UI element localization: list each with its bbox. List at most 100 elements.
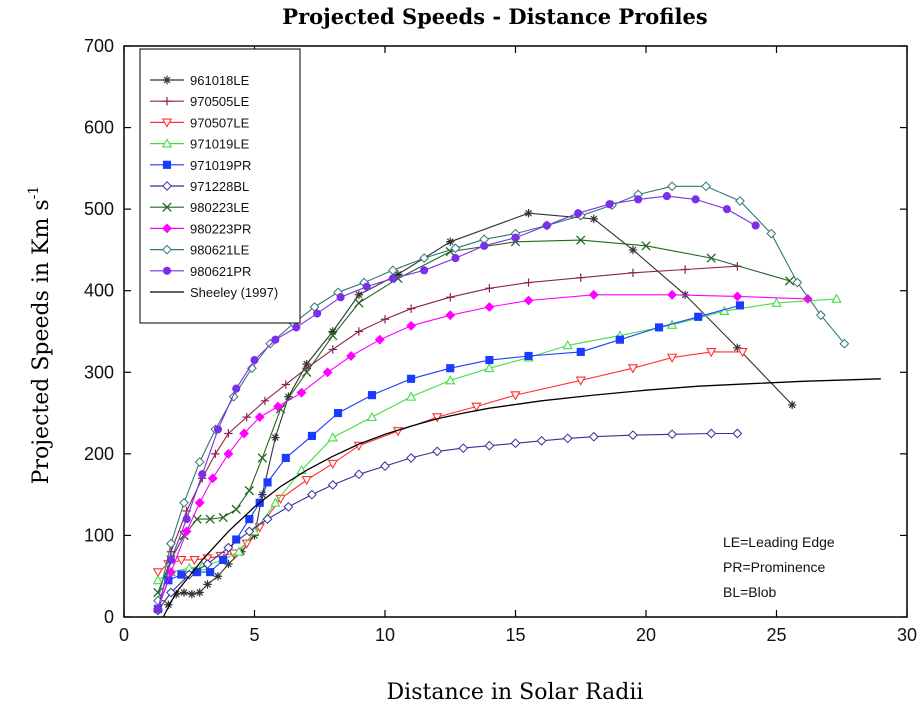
- data-point: [628, 268, 638, 277]
- data-point: [270, 497, 281, 507]
- data-point: [666, 353, 678, 363]
- abbreviation-note: LE=Leading Edge: [723, 534, 835, 550]
- data-point: [162, 160, 172, 169]
- data-point: [262, 514, 273, 525]
- legend-label: 980223LE: [190, 200, 250, 215]
- data-point: [419, 253, 430, 263]
- data-point: [524, 209, 533, 218]
- data-point: [271, 433, 280, 442]
- data-point: [166, 555, 176, 564]
- data-point: [445, 310, 456, 321]
- x-tick-label: 5: [249, 625, 259, 645]
- data-point: [292, 323, 301, 332]
- data-point: [771, 297, 782, 307]
- data-point: [627, 364, 639, 374]
- data-point: [195, 588, 204, 597]
- series-980223pr: [153, 289, 813, 614]
- data-point: [273, 401, 283, 412]
- series-line: [157, 185, 845, 601]
- data-point: [254, 412, 265, 423]
- data-point: [667, 181, 678, 192]
- data-point: [432, 446, 443, 457]
- data-point: [250, 531, 259, 540]
- x-tick-label: 0: [119, 625, 129, 645]
- data-point: [162, 75, 172, 85]
- data-point: [328, 327, 337, 336]
- data-point: [362, 282, 371, 291]
- y-tick-label: 300: [84, 362, 114, 382]
- data-point: [353, 441, 365, 452]
- data-point: [471, 402, 482, 412]
- data-point: [605, 200, 614, 209]
- data-point: [233, 546, 244, 556]
- data-point: [485, 355, 494, 365]
- data-point: [218, 512, 228, 523]
- data-point: [161, 138, 173, 148]
- data-point: [205, 514, 215, 524]
- data-point: [524, 351, 533, 361]
- x-tick-label: 10: [375, 625, 395, 645]
- x-axis: 0 5 10 15 20 25 30: [119, 46, 917, 645]
- data-point: [706, 347, 717, 358]
- data-point: [354, 298, 364, 308]
- y-tick-label: 100: [84, 525, 114, 545]
- legend-item: 980223PR: [150, 221, 251, 236]
- data-point: [445, 375, 456, 385]
- x-tick-label: 30: [897, 625, 917, 645]
- legend-item: 980621PR: [150, 264, 251, 279]
- data-point: [787, 400, 797, 410]
- data-point: [484, 362, 495, 373]
- data-point: [213, 572, 223, 581]
- data-point: [733, 343, 742, 353]
- data-point: [446, 293, 455, 302]
- data-point: [701, 181, 711, 192]
- data-point: [576, 347, 585, 356]
- data-point: [574, 209, 583, 218]
- data-point: [207, 473, 218, 484]
- legend-label: 970505LE: [190, 94, 250, 109]
- data-point: [152, 568, 164, 578]
- data-point: [374, 334, 385, 345]
- data-point: [766, 228, 777, 239]
- data-point: [562, 433, 573, 444]
- data-point: [152, 574, 164, 585]
- data-point: [380, 461, 390, 472]
- series-line: [157, 432, 738, 611]
- data-point: [153, 604, 162, 613]
- data-point: [405, 391, 417, 401]
- data-point: [162, 181, 172, 191]
- series-line: [157, 239, 790, 593]
- data-point: [451, 254, 460, 263]
- series-line: [157, 351, 743, 573]
- data-point: [446, 364, 455, 373]
- data-point: [346, 351, 356, 361]
- y-axis-label-superscript: -1: [26, 186, 42, 200]
- data-point: [732, 428, 743, 439]
- data-point: [302, 367, 312, 377]
- data-point: [162, 97, 172, 106]
- data-point: [706, 428, 717, 439]
- data-point: [406, 453, 417, 463]
- data-point: [667, 429, 678, 440]
- data-point: [628, 245, 638, 255]
- chart-title: Projected Speeds - Distance Profiles: [282, 4, 707, 29]
- data-point: [194, 457, 205, 467]
- data-point: [792, 277, 803, 288]
- data-point: [641, 241, 651, 251]
- data-point: [202, 559, 213, 569]
- data-point: [662, 192, 671, 201]
- data-point: [194, 497, 205, 508]
- y-tick-label: 500: [84, 199, 114, 219]
- data-point: [223, 448, 234, 459]
- y-axis-label-group: Projected Speeds in Km s-1: [26, 186, 54, 485]
- data-point: [575, 376, 586, 386]
- data-point: [511, 233, 520, 242]
- legend-item: 971019PR: [150, 158, 251, 173]
- data-point: [231, 504, 241, 514]
- data-point: [189, 555, 200, 566]
- legend-item: 971019LE: [150, 137, 250, 152]
- data-point: [219, 555, 228, 564]
- abbreviation-notes: LE=Leading Edge PR=Prominence BL=Blob: [723, 534, 835, 600]
- data-point: [244, 526, 255, 537]
- series-line: [157, 294, 808, 609]
